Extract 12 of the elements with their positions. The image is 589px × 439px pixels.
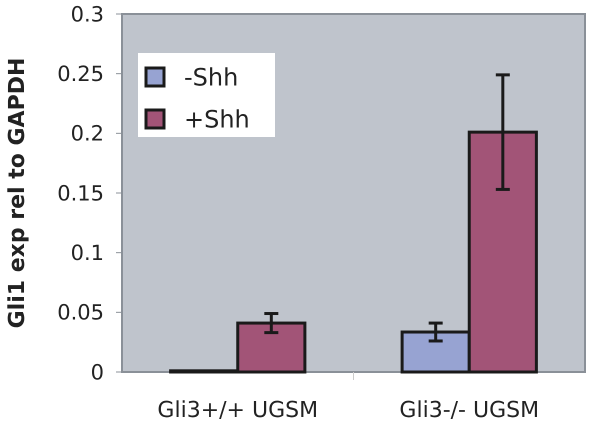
legend-label: +Shh bbox=[184, 105, 250, 134]
y-tick-label: 0.25 bbox=[57, 62, 104, 86]
legend-label: -Shh bbox=[184, 63, 238, 92]
y-axis-title: Gli1 exp rel to GAPDH bbox=[5, 58, 30, 328]
y-tick-label: 0 bbox=[90, 360, 104, 384]
y-tick-label: 0.1 bbox=[70, 241, 104, 266]
x-tick-label: Gli3+/+ UGSM bbox=[157, 398, 318, 423]
y-tick-label: 0.2 bbox=[70, 122, 104, 146]
y-tick-label: 0.05 bbox=[57, 300, 104, 325]
y-tick-label: 0.15 bbox=[57, 181, 104, 206]
y-tick-label: 0.3 bbox=[70, 2, 104, 26]
x-tick-label: Gli3-/- UGSM bbox=[399, 398, 540, 423]
